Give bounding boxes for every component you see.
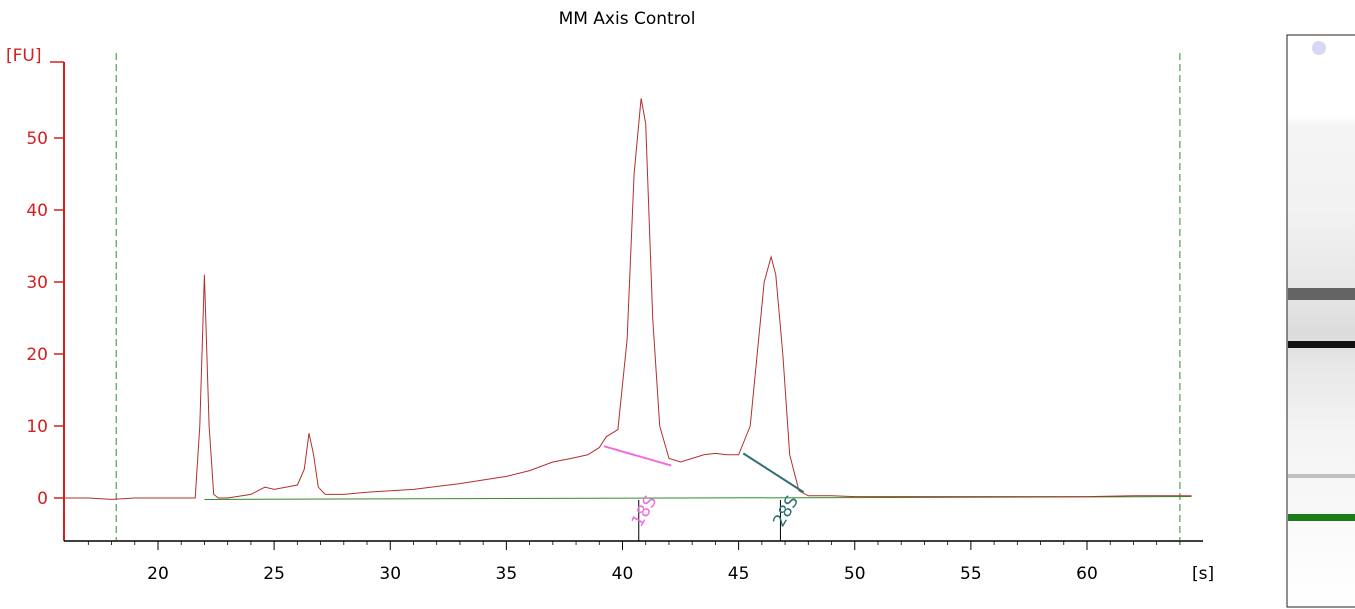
x-tick-label: 40 — [612, 564, 634, 584]
x-tick-label: 60 — [1076, 564, 1098, 584]
peak-annotations: 18S 28S — [603, 445, 805, 541]
y-tick-label: 50 — [26, 129, 48, 149]
x-tick-label: 20 — [147, 564, 169, 584]
x-axis-unit: [s] — [1192, 564, 1214, 584]
x-tick-label: 45 — [728, 564, 750, 584]
x-tick-label: 30 — [379, 564, 401, 584]
x-axis-ticks: 20 25 30 35 40 45 50 55 60 — [87, 541, 1181, 584]
time-markers — [115, 53, 1181, 540]
band-28s — [1288, 288, 1355, 300]
y-axis-unit: [FU] — [6, 46, 42, 66]
trace-series — [65, 98, 1192, 500]
band-small — [1288, 474, 1355, 478]
y-tick-label: 10 — [26, 417, 48, 437]
y-tick-label: 30 — [26, 273, 48, 293]
peak-segment-28s — [742, 452, 805, 494]
axes — [50, 61, 1203, 542]
gel-marker-band — [1288, 514, 1355, 521]
band-18s — [1288, 341, 1355, 348]
y-axis-ticks: 0 10 20 30 40 50 — [26, 129, 64, 509]
y-tick-label: 40 — [26, 201, 48, 221]
y-tick-label: 0 — [37, 489, 48, 509]
gel-lane-image — [1286, 34, 1355, 608]
gel-well-dot — [1312, 41, 1326, 55]
x-tick-label: 50 — [844, 564, 866, 584]
gel-lane-frame — [1286, 34, 1355, 608]
trace-line — [65, 98, 1192, 500]
peak-segment-18s — [603, 445, 672, 467]
y-tick-label: 20 — [26, 345, 48, 365]
x-tick-label: 25 — [263, 564, 285, 584]
x-tick-label: 35 — [496, 564, 518, 584]
chart-title: MM Axis Control — [559, 9, 696, 29]
x-tick-label: 55 — [960, 564, 982, 584]
